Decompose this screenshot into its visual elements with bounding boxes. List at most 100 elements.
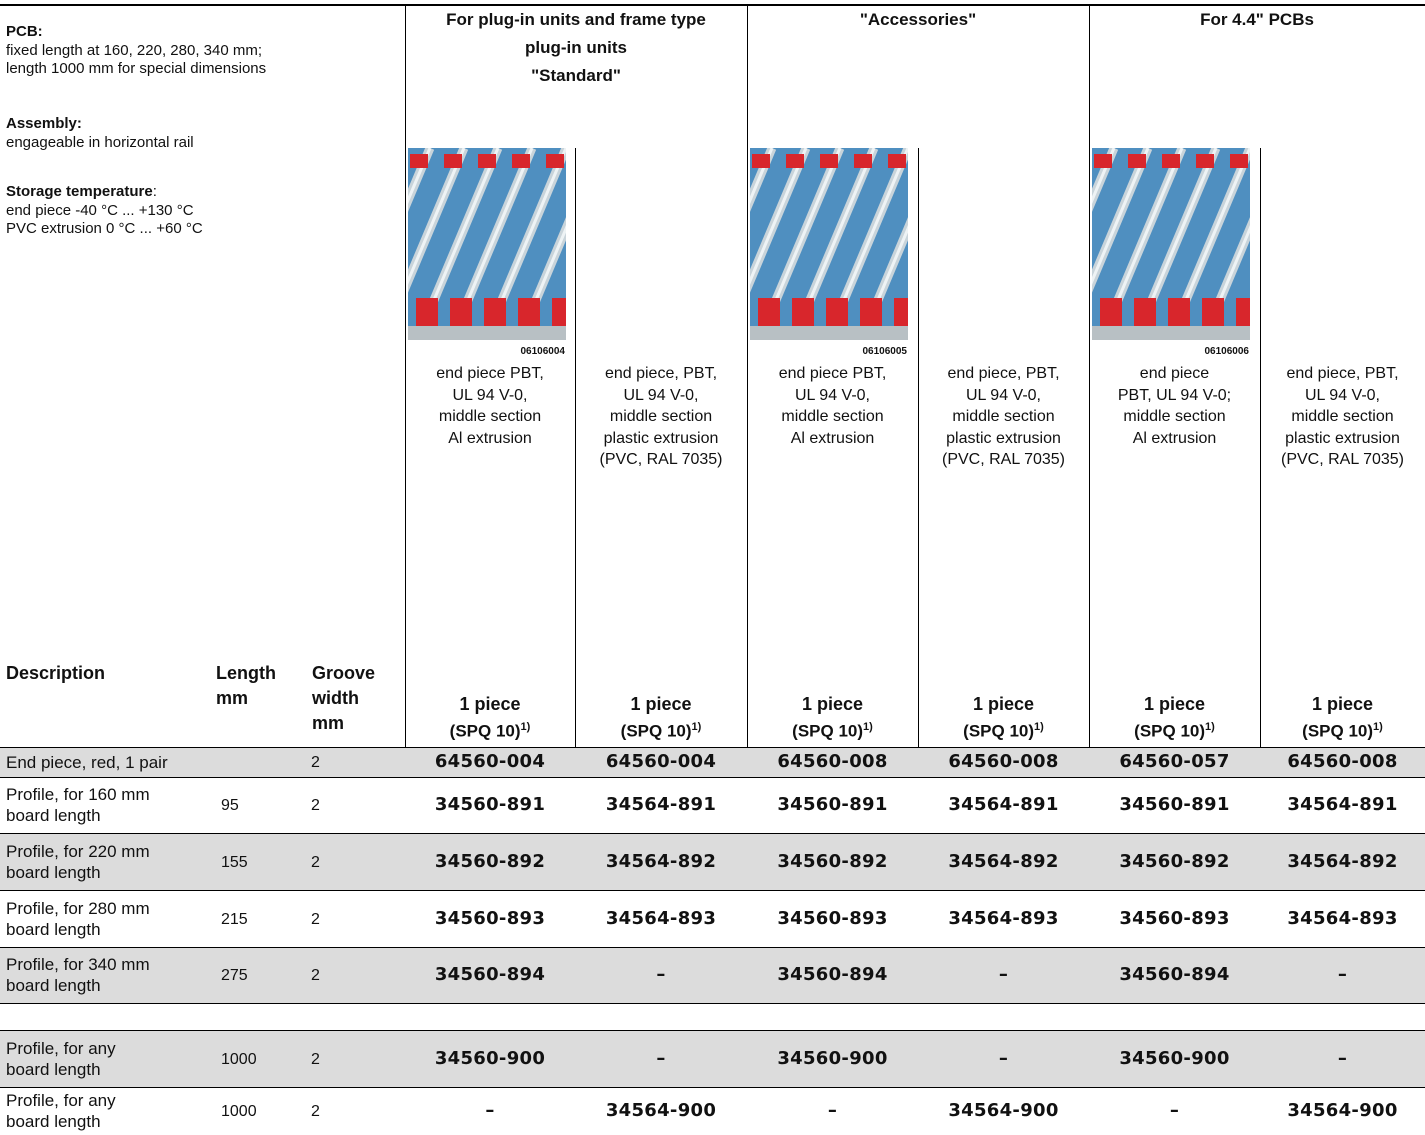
article-number: – (656, 1047, 666, 1069)
article-number: – (998, 1047, 1009, 1069)
note-text: length 1000 mm for special dimensions (6, 60, 267, 77)
row-background (0, 1030, 1425, 1087)
row-length: 1000 (221, 1050, 257, 1068)
packaging: (SPQ 10) (620, 721, 692, 741)
article-number: 34564-893 (1287, 907, 1398, 929)
product-description: middle section (781, 408, 884, 425)
product-description: end piece PBT, (436, 365, 544, 382)
column-header: mm (216, 688, 249, 708)
group-title: "Standard" (531, 66, 621, 85)
column-header: Groove (312, 663, 376, 683)
column-header: width (312, 688, 359, 708)
article-number: – (1337, 1047, 1348, 1069)
note-label: PCB: (6, 23, 43, 40)
row-rule (0, 1087, 1425, 1088)
article-number: 34560-891 (434, 794, 546, 815)
row-description: board length (6, 1112, 101, 1131)
product-description: end piece, PBT, (1286, 365, 1399, 382)
article-number: 34560-891 (777, 794, 888, 815)
row-description: Profile, for 280 mm (6, 898, 150, 918)
footnote: 1) (1373, 721, 1383, 733)
product-description: UL 94 V-0, (1304, 386, 1380, 404)
note-text: engageable in horizontal rail (6, 134, 194, 151)
article-number: 34564-892 (948, 850, 1059, 872)
column-header: Description (6, 663, 106, 683)
product-description: (PVC, RAL 7035) (599, 451, 723, 468)
note-text: end piece -40 °C ... +130 °C (6, 202, 194, 219)
article-number: 64560-004 (605, 751, 717, 772)
column-header: mm (312, 713, 345, 733)
product-description: (PVC, RAL 7035) (1280, 451, 1404, 468)
row-description: Profile, for any (6, 1091, 116, 1110)
footnote: 1) (863, 721, 873, 733)
note-text: PVC extrusion 0 °C ... +60 °C (6, 220, 203, 237)
column-rule (747, 5, 748, 747)
row-description: board length (6, 1059, 101, 1079)
product-description: end piece, PBT, (947, 365, 1060, 382)
row-rule (0, 890, 1425, 891)
row-background (0, 947, 1425, 1003)
order-unit: 1 piece (459, 694, 521, 714)
row-length: 215 (221, 910, 248, 928)
row-groove: 2 (311, 853, 320, 871)
article-number: 64560-057 (1119, 751, 1230, 772)
packaging: (SPQ 10) (1302, 721, 1374, 741)
row-description: board length (6, 919, 101, 939)
article-number: – (485, 1100, 495, 1121)
photo-code: 06106005 (862, 346, 908, 357)
column-rule (1260, 148, 1261, 747)
product-description: end piece (1139, 365, 1210, 382)
article-number: – (1169, 1100, 1180, 1121)
row-rule (0, 1003, 1425, 1004)
row-groove: 2 (311, 967, 320, 984)
column-rule (575, 148, 576, 747)
article-number: 34560-900 (1119, 1047, 1230, 1069)
product-description: Al extrusion (448, 429, 532, 447)
row-groove: 2 (311, 1050, 320, 1068)
order-unit: (SPQ 10)1) (918, 718, 1089, 741)
article-number: 34560-894 (434, 964, 546, 985)
article-number: – (827, 1100, 838, 1121)
row-description: Profile, for 220 mm (6, 841, 150, 861)
article-number: 64560-004 (434, 751, 546, 772)
packaging: (SPQ 10) (449, 721, 521, 741)
column-rule (1089, 5, 1090, 747)
article-number: 34564-900 (605, 1100, 717, 1121)
note-label: Storage temperature: (6, 183, 157, 200)
article-number: 34564-900 (948, 1100, 1059, 1121)
row-length: 155 (221, 853, 248, 871)
product-description: end piece, PBT, (604, 365, 718, 382)
footnote: 1) (520, 721, 531, 733)
product-description: UL 94 V-0, (794, 386, 870, 404)
order-unit: (SPQ 10)1) (1260, 718, 1425, 741)
product-description: plastic extrusion (946, 429, 1061, 447)
product-description: plastic extrusion (1285, 429, 1400, 447)
order-unit: 1 piece (1143, 694, 1206, 714)
article-number: 34564-891 (1287, 794, 1398, 815)
group-title: For 4.4" PCBs (1200, 10, 1314, 29)
column-rule (405, 5, 406, 747)
article-number: 34564-892 (605, 850, 717, 872)
product-description: (PVC, RAL 7035) (941, 451, 1065, 468)
order-unit: (SPQ 10)1) (747, 718, 918, 741)
group-title: plug-in units (525, 38, 627, 57)
product-description: PBT, UL 94 V-0; (1117, 386, 1232, 404)
group-title: "Accessories" (859, 10, 977, 29)
row-groove: 2 (311, 1103, 320, 1120)
product-description: middle section (609, 408, 713, 425)
packaging: (SPQ 10) (792, 721, 864, 741)
packaging: (SPQ 10) (963, 721, 1035, 741)
photo-code: 06106004 (520, 346, 566, 357)
group-title: For plug-in units and frame type (446, 10, 706, 29)
article-number: 34560-893 (777, 907, 888, 929)
article-number: 64560-008 (948, 751, 1059, 772)
note-suffix: : (152, 183, 157, 200)
order-unit: 1 piece (801, 694, 864, 714)
row-rule (0, 747, 1425, 748)
row-rule (0, 833, 1425, 834)
row-groove: 2 (311, 754, 320, 771)
product-description: middle section (952, 408, 1055, 425)
row-description: End piece, red, 1 pair (6, 752, 168, 772)
product-description: end piece PBT, (778, 365, 887, 382)
